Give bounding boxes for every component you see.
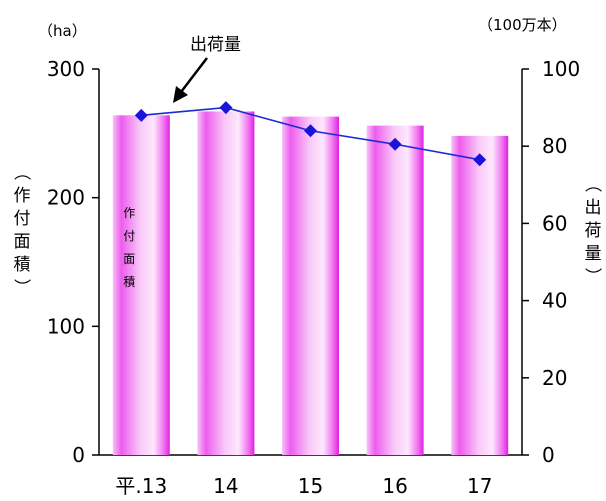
bar-inner-label-char: 作 (123, 206, 135, 220)
right-axis-title-char: 荷 (585, 221, 602, 241)
left-axis-title-char: 積 (14, 255, 31, 275)
line-point (388, 137, 402, 151)
right-axis-title-char: 出 (585, 198, 602, 218)
x-tick-label: 17 (467, 474, 492, 498)
x-tick-label: 15 (298, 474, 323, 498)
bar-inner-label-char: 付 (123, 229, 135, 243)
right-tick-label: 80 (542, 134, 567, 158)
bars (112, 111, 509, 456)
line-point (473, 153, 487, 167)
left-axis-title-char: 付 (14, 209, 31, 229)
right-tick-label: 60 (542, 211, 567, 235)
right-tick-label: 100 (542, 57, 580, 81)
right-tick-label: 40 (542, 289, 567, 313)
left-axis-title-char: 面 (14, 232, 31, 252)
right-axis-title: （ 出荷量 ） (582, 176, 602, 285)
left-tick-label: 0 (72, 443, 85, 467)
left-tick-label: 200 (47, 186, 85, 210)
left-axis-title-char: 作 (14, 186, 31, 206)
bar-inner-label-char: 面 (123, 252, 135, 266)
left-axis-ticks: 0 100 200 300 (47, 57, 99, 467)
bar-inner-label-char: 積 (123, 274, 135, 289)
x-axis-labels: 平.13 14 15 16 17 (115, 474, 492, 498)
annotation-arrow (173, 57, 208, 103)
right-axis-title-char: （ (582, 176, 602, 193)
right-axis-title-char: 量 (585, 244, 602, 264)
right-tick-label: 0 (542, 443, 555, 467)
left-axis-title-char: ） (11, 279, 31, 296)
line-point (134, 108, 148, 122)
x-tick-label: 14 (213, 474, 238, 498)
left-axis-unit: （ha） (38, 22, 87, 40)
bar (366, 125, 424, 455)
x-tick-label: 16 (382, 474, 407, 498)
bar (282, 116, 339, 456)
line-annotation: 出荷量 (190, 35, 241, 55)
bar (451, 135, 509, 455)
left-axis-title-char: （ (11, 164, 31, 181)
line-series (134, 101, 487, 167)
x-tick-label: 平.13 (115, 474, 167, 498)
bar (112, 115, 170, 455)
line-point (219, 101, 233, 115)
right-axis-ticks: 0 20 40 60 80 100 (522, 57, 580, 467)
line-point (304, 124, 317, 138)
right-axis-title-char: ） (582, 268, 602, 285)
bar (197, 111, 255, 456)
left-tick-label: 100 (47, 314, 85, 338)
right-tick-label: 20 (542, 366, 567, 390)
left-tick-label: 300 (47, 57, 85, 81)
right-axis-unit: （100万本） (478, 16, 567, 34)
